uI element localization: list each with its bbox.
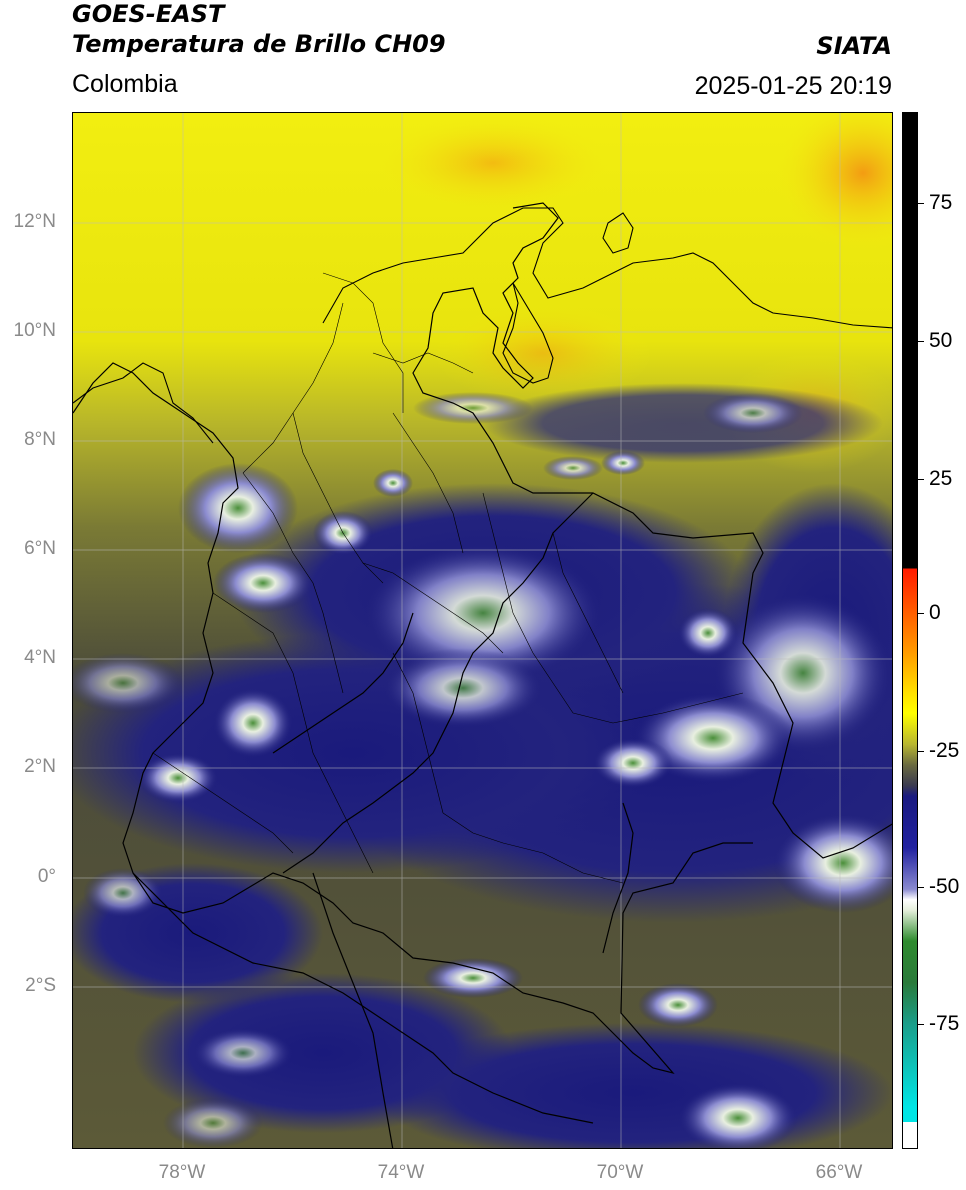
product-title: Temperatura de Brillo CH09	[72, 30, 446, 58]
lon-tick-label: 66°W	[815, 1162, 863, 1183]
lat-tick-label: 8°N	[24, 429, 56, 450]
lat-tick-label: 2°S	[25, 975, 56, 996]
lon-tick-label: 70°W	[596, 1162, 644, 1183]
colorbar-tick-label: -25	[929, 739, 960, 762]
coastline	[73, 207, 892, 444]
colorbar-tick-label: 25	[929, 467, 953, 490]
lat-tick-label: 2°N	[24, 756, 56, 777]
colorbar-tick-label: -75	[929, 1012, 960, 1035]
lon-tick-label: 74°W	[377, 1162, 425, 1183]
lat-tick-label: 12°N	[13, 211, 56, 232]
colorbar-tick-label: -50	[929, 875, 960, 898]
satellite-title: GOES-EAST	[72, 0, 225, 28]
lat-tick-label: 4°N	[24, 647, 56, 668]
lon-tick-label: 78°W	[158, 1162, 206, 1183]
department-borders	[152, 272, 744, 884]
agency-label: SIATA	[816, 32, 892, 60]
lat-tick-label: 6°N	[24, 538, 56, 559]
colorbar-tick-label: 75	[929, 191, 953, 214]
lat-tick-label: 0°	[37, 866, 56, 887]
colorbar-tick-label: 50	[929, 329, 953, 352]
country-borders	[73, 202, 892, 1148]
lat-tick-label: 10°N	[13, 320, 56, 341]
colorbar-tick-label: 0	[929, 601, 941, 624]
colorbar	[902, 112, 918, 1149]
satellite-map[interactable]	[72, 112, 893, 1149]
datetime-label: 2025-01-25 20:19	[694, 72, 892, 100]
region-label: Colombia	[72, 70, 178, 98]
map-canvas	[73, 113, 892, 1148]
